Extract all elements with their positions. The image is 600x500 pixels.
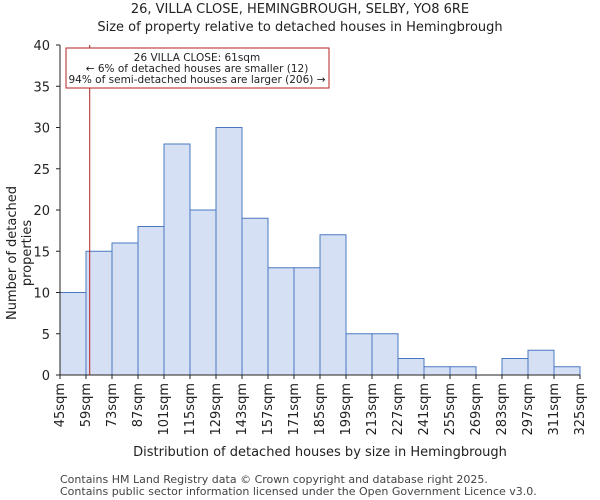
ticks-group: 0 5 10 15 20 25 30 35 40 45sqm 59sqm 73sqm 87sqm 101s…	[33, 39, 588, 436]
annotation-group: 26 VILLA CLOSE: 61sqm ← 6% of detached h…	[65, 47, 330, 89]
bar-101sqm	[163, 143, 191, 376]
y-tick-label: 15	[33, 245, 50, 260]
y-tick-label: 35	[33, 80, 50, 95]
x-tick-label: 185sqm	[313, 383, 328, 436]
bar-87sqm	[137, 226, 165, 376]
bar-213sqm	[371, 333, 399, 376]
x-tick-label: 199sqm	[339, 383, 354, 436]
y-tick-label: 40	[33, 39, 50, 54]
x-tick-label: 325sqm	[573, 383, 588, 436]
bar-185sqm	[319, 234, 347, 376]
x-tick-label: 241sqm	[417, 383, 432, 436]
chart-title: 26, VILLA CLOSE, HEMINGBROUGH, SELBY, YO…	[130, 2, 470, 17]
bar-157sqm	[267, 267, 295, 376]
bar-73sqm	[111, 242, 139, 376]
y-tick-label: 0	[42, 369, 50, 384]
bar-311sqm	[553, 366, 581, 376]
x-tick-label: 297sqm	[521, 383, 536, 436]
x-tick-label: 213sqm	[365, 383, 380, 436]
annotation-box	[65, 47, 330, 89]
bar-255sqm	[449, 366, 477, 376]
bar-45sqm	[59, 292, 87, 376]
y-tick-label: 20	[33, 204, 50, 219]
bar-143sqm	[241, 217, 269, 376]
x-tick-label: 171sqm	[287, 383, 302, 436]
x-tick-label: 255sqm	[443, 383, 458, 436]
annotation-line-3: 94% of semi-detached houses are larger (…	[69, 74, 326, 86]
x-tick-label: 157sqm	[261, 383, 276, 436]
x-tick-label: 59sqm	[79, 383, 94, 427]
bar-297sqm	[527, 349, 555, 376]
x-tick-label: 129sqm	[209, 383, 224, 436]
y-axis-label: Number of detached properties	[5, 186, 35, 320]
x-tick-label: 227sqm	[391, 383, 406, 436]
bar-241sqm	[423, 366, 451, 376]
annotation-line-1: 26 VILLA CLOSE: 61sqm	[134, 52, 260, 64]
chart-subtitle: Size of property relative to detached ho…	[97, 20, 503, 35]
x-tick-label: 311sqm	[547, 383, 562, 436]
bar-115sqm	[189, 209, 217, 376]
footer-line-1: Contains HM Land Registry data © Crown c…	[60, 473, 488, 486]
bar-171sqm	[293, 267, 321, 376]
bar-227sqm	[397, 358, 425, 376]
bar-59sqm	[85, 250, 113, 376]
bar-199sqm	[345, 333, 373, 376]
x-tick-label: 101sqm	[157, 383, 172, 436]
bars-group	[59, 127, 581, 376]
y-tick-label: 10	[33, 287, 50, 302]
bar-129sqm	[215, 127, 243, 376]
x-tick-label: 143sqm	[235, 383, 250, 436]
x-tick-label: 283sqm	[495, 383, 510, 436]
x-tick-label: 73sqm	[105, 383, 120, 427]
y-tick-label: 30	[33, 122, 50, 137]
x-tick-label: 87sqm	[131, 383, 146, 427]
footer-line-2: Contains public sector information licen…	[60, 485, 537, 498]
y-tick-label: 25	[33, 163, 50, 178]
x-axis-label: Distribution of detached houses by size …	[133, 445, 507, 460]
y-tick-label: 5	[42, 328, 50, 343]
x-tick-label: 45sqm	[53, 383, 68, 427]
annotation-line-2: ← 6% of detached houses are smaller (12)	[86, 63, 309, 75]
bar-283sqm	[501, 358, 529, 376]
x-tick-label: 115sqm	[183, 383, 198, 436]
x-tick-label: 269sqm	[469, 383, 484, 436]
